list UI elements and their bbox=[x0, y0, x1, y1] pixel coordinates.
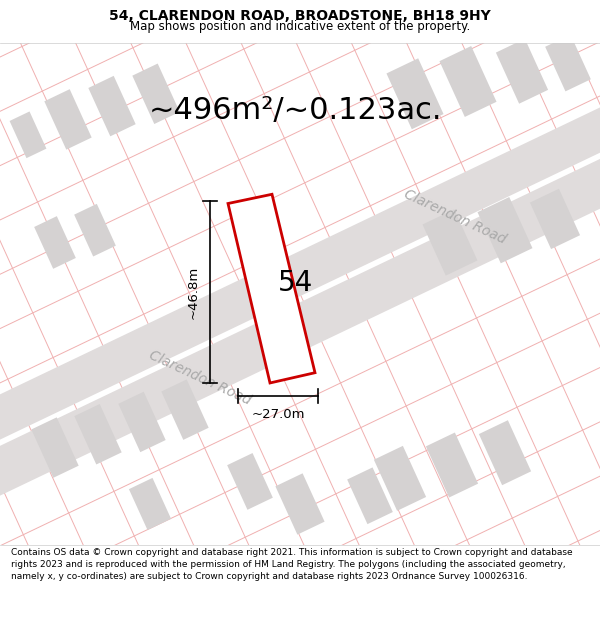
Polygon shape bbox=[374, 446, 426, 511]
Polygon shape bbox=[478, 197, 532, 263]
Polygon shape bbox=[496, 39, 548, 104]
Text: Clarendon Road: Clarendon Road bbox=[402, 187, 508, 247]
Polygon shape bbox=[347, 468, 393, 524]
Polygon shape bbox=[228, 194, 315, 383]
Text: 54, CLARENDON ROAD, BROADSTONE, BH18 9HY: 54, CLARENDON ROAD, BROADSTONE, BH18 9HY bbox=[109, 9, 491, 23]
Polygon shape bbox=[439, 46, 497, 117]
Polygon shape bbox=[44, 89, 92, 149]
Text: Map shows position and indicative extent of the property.: Map shows position and indicative extent… bbox=[130, 20, 470, 33]
Polygon shape bbox=[129, 478, 171, 530]
Polygon shape bbox=[227, 453, 273, 510]
Polygon shape bbox=[133, 64, 179, 124]
Polygon shape bbox=[34, 216, 76, 269]
Polygon shape bbox=[545, 34, 591, 91]
Text: Contains OS data © Crown copyright and database right 2021. This information is : Contains OS data © Crown copyright and d… bbox=[11, 548, 572, 581]
Polygon shape bbox=[479, 420, 531, 485]
Text: ~496m²/~0.123ac.: ~496m²/~0.123ac. bbox=[148, 96, 442, 125]
Polygon shape bbox=[426, 432, 478, 498]
Polygon shape bbox=[386, 58, 443, 129]
Polygon shape bbox=[74, 204, 116, 256]
Text: Clarendon Road: Clarendon Road bbox=[147, 348, 253, 408]
Polygon shape bbox=[74, 404, 122, 464]
Text: ~27.0m: ~27.0m bbox=[251, 408, 305, 421]
Polygon shape bbox=[10, 111, 46, 158]
Polygon shape bbox=[0, 0, 600, 464]
Polygon shape bbox=[31, 418, 79, 478]
Polygon shape bbox=[275, 473, 325, 534]
Polygon shape bbox=[422, 209, 478, 276]
Polygon shape bbox=[118, 392, 166, 452]
Text: 54: 54 bbox=[277, 269, 313, 298]
Text: ~46.8m: ~46.8m bbox=[187, 266, 200, 319]
Polygon shape bbox=[530, 189, 580, 249]
Polygon shape bbox=[161, 379, 209, 440]
Polygon shape bbox=[0, 107, 600, 624]
Polygon shape bbox=[88, 76, 136, 136]
